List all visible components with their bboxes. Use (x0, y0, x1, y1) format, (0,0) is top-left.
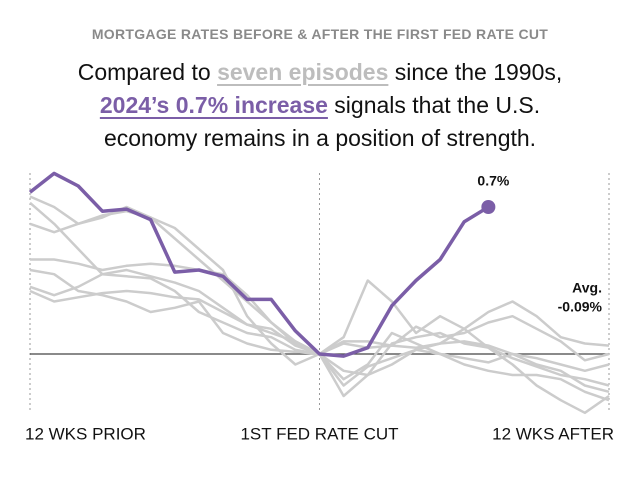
average-label: -0.09% (558, 299, 603, 315)
average-title: Avg. (572, 280, 602, 296)
chart-title: MORTGAGE RATES BEFORE & AFTER THE FIRST … (91, 26, 549, 42)
chart-subtitle: Compared to seven episodes since the 199… (70, 56, 570, 155)
series-line (29, 195, 610, 398)
series-line (28, 171, 490, 358)
x-tick-label: 12 WKS PRIOR (25, 424, 146, 443)
subtitle-highlight: seven episodes (217, 59, 389, 85)
x-tick-label: 1ST FED RATE CUT (240, 424, 398, 443)
subtitle-highlight: 2024’s 0.7% increase (99, 92, 328, 118)
subtitle-text: since the 1990s, (388, 59, 563, 85)
subtitle-text: Compared to (77, 59, 218, 85)
value-label: 0.7% (477, 173, 509, 189)
end-dot (481, 200, 496, 214)
subtitle-text: signals that the U.S. economy remains in… (103, 92, 541, 151)
x-tick-label: 12 WKS AFTER (492, 424, 614, 443)
